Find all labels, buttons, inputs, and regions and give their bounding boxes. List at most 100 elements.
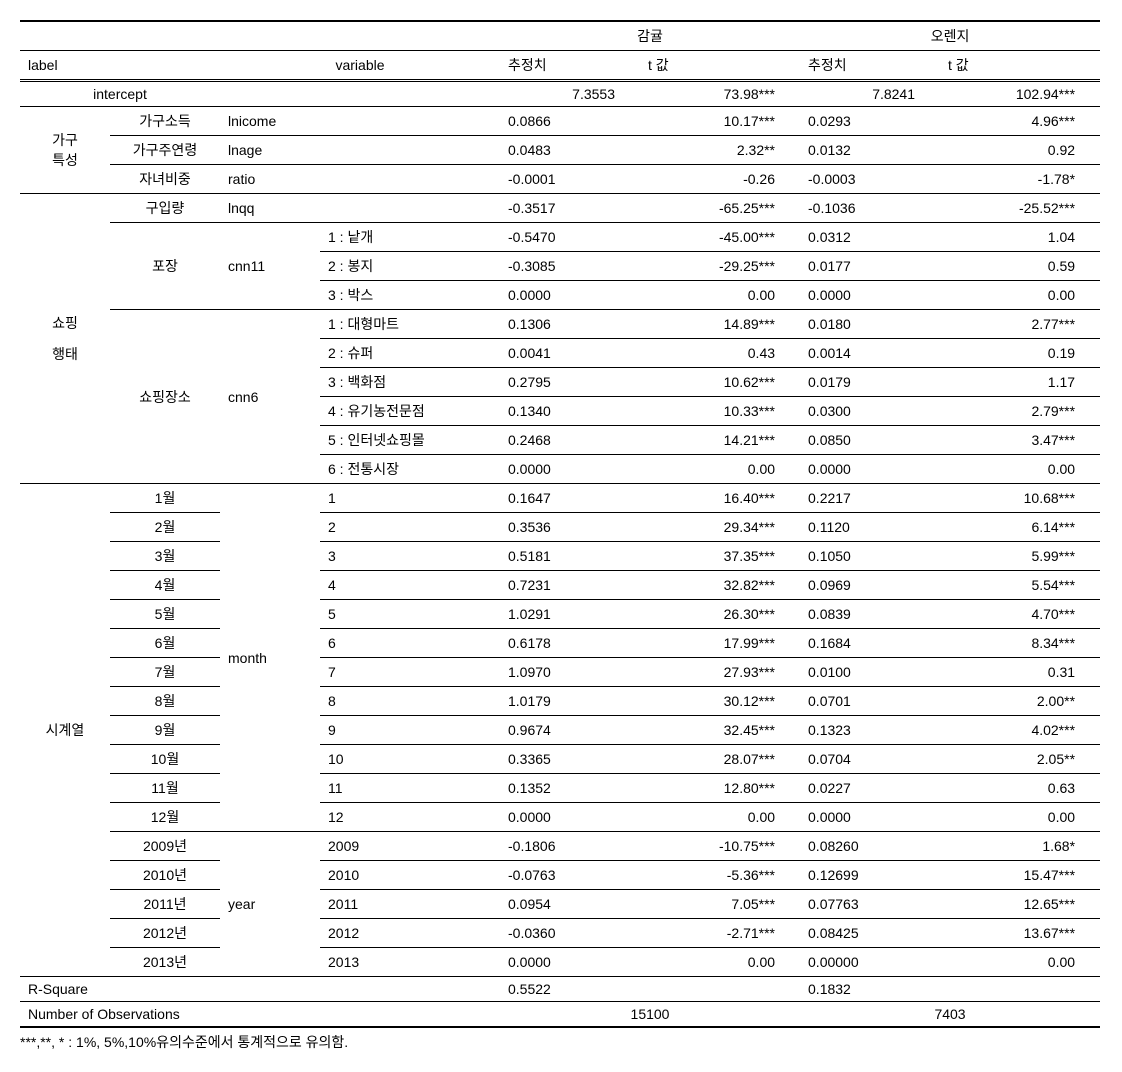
cell: 4.02*** bbox=[940, 716, 1100, 745]
lv: 2 : 봉지 bbox=[320, 252, 500, 281]
cell: -45.00*** bbox=[640, 223, 800, 252]
cell: 0.1352 bbox=[500, 774, 640, 803]
lv: 1 : 낱개 bbox=[320, 223, 500, 252]
cell: 16.40*** bbox=[640, 484, 800, 513]
cell: 14.21*** bbox=[640, 426, 800, 455]
cell: 0.0177 bbox=[800, 252, 940, 281]
cell: 29.34*** bbox=[640, 513, 800, 542]
cell: -0.3085 bbox=[500, 252, 640, 281]
col-variable: variable bbox=[220, 51, 500, 81]
cell: 15.47*** bbox=[940, 861, 1100, 890]
row-year: 2009년 bbox=[110, 832, 220, 861]
row-group-timeseries: 시계열 bbox=[20, 484, 110, 977]
lv: 8 bbox=[320, 687, 500, 716]
table-footnote: ***,**, * : 1%, 5%,10%유의수준에서 통계적으로 유의함. bbox=[20, 1028, 1102, 1052]
col-tval1: t 값 bbox=[640, 51, 800, 81]
cell: 0.0132 bbox=[800, 136, 940, 165]
var: lnicome bbox=[220, 107, 500, 136]
cell: 0.43 bbox=[640, 339, 800, 368]
cell: 5.54*** bbox=[940, 571, 1100, 600]
cell: 2.79*** bbox=[940, 397, 1100, 426]
lv: 4 bbox=[320, 571, 500, 600]
cell: 0.0000 bbox=[800, 455, 940, 484]
row-year: 2010년 bbox=[110, 861, 220, 890]
row-month: 5월 bbox=[110, 600, 220, 629]
cell: -0.0003 bbox=[800, 165, 940, 194]
row-qty: 구입량 bbox=[110, 194, 220, 223]
lv: 5 : 인터넷쇼핑몰 bbox=[320, 426, 500, 455]
cell: 0.0100 bbox=[800, 658, 940, 687]
cell: 7.3553 bbox=[500, 81, 640, 107]
cell: 10.68*** bbox=[940, 484, 1100, 513]
cell: 0.9674 bbox=[500, 716, 640, 745]
row-age: 가구주연령 bbox=[110, 136, 220, 165]
cell: 0.0227 bbox=[800, 774, 940, 803]
cell: 0.63 bbox=[940, 774, 1100, 803]
cell: 0.12699 bbox=[800, 861, 940, 890]
cell: 0.0293 bbox=[800, 107, 940, 136]
cell: 1.68* bbox=[940, 832, 1100, 861]
cell: 12.80*** bbox=[640, 774, 800, 803]
cell: 0.2795 bbox=[500, 368, 640, 397]
row-intercept: intercept bbox=[20, 81, 220, 107]
cell: 32.82*** bbox=[640, 571, 800, 600]
cell: 0.0180 bbox=[800, 310, 940, 339]
cell: 10.17*** bbox=[640, 107, 800, 136]
cell: 7403 bbox=[800, 1002, 1100, 1028]
cell: 0.00 bbox=[640, 803, 800, 832]
cell: 0.2468 bbox=[500, 426, 640, 455]
cell: 2.00** bbox=[940, 687, 1100, 716]
lv: 6 : 전통시장 bbox=[320, 455, 500, 484]
cell: 10.62*** bbox=[640, 368, 800, 397]
lv: 12 bbox=[320, 803, 500, 832]
cell: 0.3536 bbox=[500, 513, 640, 542]
cell: -29.25*** bbox=[640, 252, 800, 281]
cell: 28.07*** bbox=[640, 745, 800, 774]
cell: -0.1036 bbox=[800, 194, 940, 223]
cell: 0.19 bbox=[940, 339, 1100, 368]
col-label: label bbox=[20, 51, 220, 81]
cell: 0.1647 bbox=[500, 484, 640, 513]
cell: -0.0763 bbox=[500, 861, 640, 890]
lv: 11 bbox=[320, 774, 500, 803]
var: cnn6 bbox=[220, 310, 320, 484]
cell: 0.0000 bbox=[500, 948, 640, 977]
cell: 0.00 bbox=[640, 281, 800, 310]
row-month: 12월 bbox=[110, 803, 220, 832]
lv: 7 bbox=[320, 658, 500, 687]
cell: 3.47*** bbox=[940, 426, 1100, 455]
var: lnqq bbox=[220, 194, 500, 223]
cell: 0.00 bbox=[940, 948, 1100, 977]
cell: -0.0001 bbox=[500, 165, 640, 194]
cell: 6.14*** bbox=[940, 513, 1100, 542]
cell: 0.5181 bbox=[500, 542, 640, 571]
row-year: 2012년 bbox=[110, 919, 220, 948]
cell: -1.78* bbox=[940, 165, 1100, 194]
lv: 3 : 박스 bbox=[320, 281, 500, 310]
cell: 0.0014 bbox=[800, 339, 940, 368]
cell: 0.0312 bbox=[800, 223, 940, 252]
cell: 0.08425 bbox=[800, 919, 940, 948]
cell: 0.0850 bbox=[800, 426, 940, 455]
cell: 0.0704 bbox=[800, 745, 940, 774]
cell: 32.45*** bbox=[640, 716, 800, 745]
col-tval2: t 값 bbox=[940, 51, 1100, 81]
row-ratio: 자녀비중 bbox=[110, 165, 220, 194]
cell: 0.0000 bbox=[500, 455, 640, 484]
row-month: 1월 bbox=[110, 484, 220, 513]
cell: 0.5522 bbox=[500, 977, 800, 1002]
cell: 0.0969 bbox=[800, 571, 940, 600]
cell: 0.2217 bbox=[800, 484, 940, 513]
cell: 13.67*** bbox=[940, 919, 1100, 948]
cell: 15100 bbox=[500, 1002, 800, 1028]
cell: 7.05*** bbox=[640, 890, 800, 919]
cell: -5.36*** bbox=[640, 861, 800, 890]
cell: -0.0360 bbox=[500, 919, 640, 948]
cell: 0.0179 bbox=[800, 368, 940, 397]
col-group1: 감귤 bbox=[500, 21, 800, 51]
row-group-household: 가구 특성 bbox=[20, 107, 110, 194]
row-month: 10월 bbox=[110, 745, 220, 774]
cell: 0.0483 bbox=[500, 136, 640, 165]
cell: 2.32** bbox=[640, 136, 800, 165]
lv: 2 bbox=[320, 513, 500, 542]
